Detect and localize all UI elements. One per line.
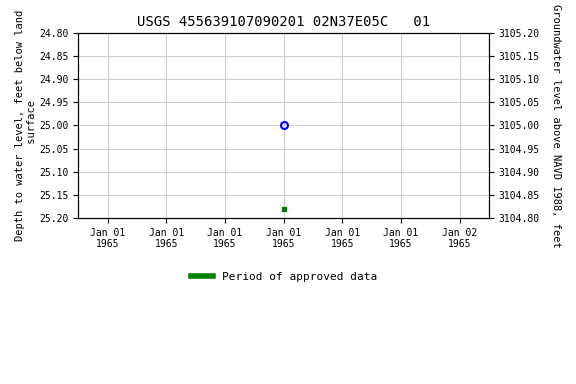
Legend: Period of approved data: Period of approved data [186, 267, 381, 286]
Y-axis label: Groundwater level above NAVD 1988, feet: Groundwater level above NAVD 1988, feet [551, 3, 561, 247]
Title: USGS 455639107090201 02N37E05C   01: USGS 455639107090201 02N37E05C 01 [137, 15, 430, 29]
Y-axis label: Depth to water level, feet below land
 surface: Depth to water level, feet below land su… [15, 10, 37, 241]
